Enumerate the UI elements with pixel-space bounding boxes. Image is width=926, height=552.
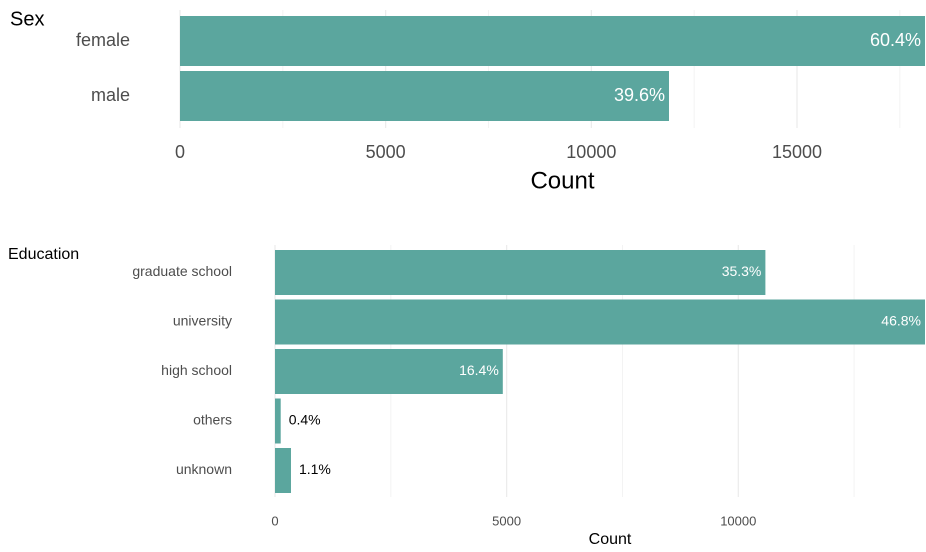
x-axis-title: Count xyxy=(589,531,632,548)
x-tick-label: 15000 xyxy=(772,142,822,162)
bar-label: 60.4% xyxy=(870,30,921,50)
bar-label: 35.3% xyxy=(722,263,762,279)
bar xyxy=(180,71,669,121)
x-tick-label: 10000 xyxy=(720,513,756,528)
bar-label: 0.4% xyxy=(289,412,321,428)
y-tick-label: high school xyxy=(161,362,232,378)
bar xyxy=(180,16,925,66)
y-tick-label: female xyxy=(76,30,130,50)
x-tick-label: 10000 xyxy=(566,142,616,162)
x-tick-label: 5000 xyxy=(492,513,521,528)
bar-label: 1.1% xyxy=(299,461,331,477)
bar-label: 16.4% xyxy=(459,362,499,378)
y-tick-label: male xyxy=(91,85,130,105)
y-tick-label: graduate school xyxy=(132,263,232,279)
bar xyxy=(275,349,503,394)
y-tick-label: university xyxy=(173,313,232,329)
bar xyxy=(275,448,291,493)
bar xyxy=(275,299,925,345)
x-tick-label: 5000 xyxy=(366,142,406,162)
x-tick-label: 0 xyxy=(271,513,278,528)
bar xyxy=(275,250,766,295)
x-tick-label: 0 xyxy=(175,142,185,162)
y-tick-label: others xyxy=(193,412,232,428)
chart-title: Education xyxy=(8,246,79,263)
bar-label: 39.6% xyxy=(614,85,665,105)
bar xyxy=(275,398,281,444)
chart-title: Sex xyxy=(10,8,44,30)
x-axis-title: Count xyxy=(530,167,594,194)
y-tick-label: unknown xyxy=(176,461,232,477)
bar-label: 46.8% xyxy=(881,313,921,329)
